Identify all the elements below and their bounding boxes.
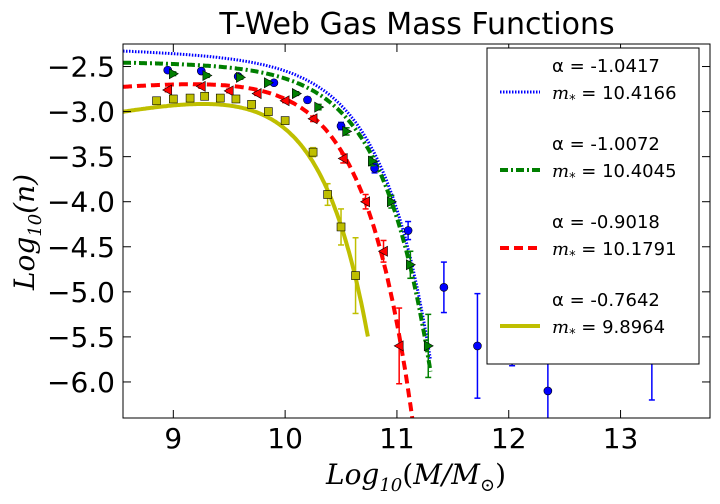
data-point (169, 94, 178, 104)
fit-curve-1 (123, 49, 432, 361)
data-point (152, 96, 161, 106)
data-point (185, 93, 195, 103)
x-tick-label: 11 (379, 422, 415, 455)
legend-mstar-4: m* = 9.8964 (552, 317, 665, 342)
data-point (202, 70, 213, 82)
y-tick-label: −3.5 (47, 141, 115, 174)
y-tick-label: −6.0 (47, 366, 115, 399)
fit-curve-2 (123, 60, 433, 372)
data-point (360, 196, 370, 208)
y-tick-label: −3.0 (47, 96, 115, 129)
data-point (406, 259, 416, 271)
x-tick-label: 12 (491, 422, 527, 455)
y-tick-label: −5.0 (47, 276, 115, 309)
data-point (351, 271, 360, 280)
fit-curve-3 (123, 82, 415, 418)
y-axis-label: Log10(n) (8, 174, 46, 291)
data-point (215, 93, 225, 103)
legend: α = -1.0417 m* = 10.4166 α = -1.0072 m* = 1… (486, 47, 700, 365)
data-point (236, 71, 247, 83)
data-point (195, 80, 206, 92)
y-tick-label: −5.5 (47, 321, 115, 354)
chart-title: T-Web Gas Mass Functions (218, 7, 614, 42)
x-tick-label: 9 (164, 422, 182, 455)
legend-alpha-4: α = -0.7642 (552, 290, 660, 311)
y-tick-label: −4.0 (47, 186, 115, 219)
data-point (387, 196, 397, 208)
tick-labels: 9 10 11 12 13 −2.5 −3.0 −3.5 −4.0 −4.5 −5.0 −5.5 −6.… (47, 51, 638, 455)
legend-mstar-2: m* = 10.4045 (552, 161, 677, 186)
legend-alpha-2: α = -1.0072 (552, 134, 660, 155)
data-point (292, 88, 302, 100)
data-point (223, 85, 234, 97)
data-point (303, 95, 312, 105)
x-axis-label: Log10(M/M⊙) (325, 458, 506, 496)
y-tick-label: −4.5 (47, 231, 115, 264)
legend-box (486, 47, 700, 365)
data-point (251, 88, 262, 100)
data-point (439, 283, 449, 292)
data-point (279, 95, 290, 107)
legend-mstar-1: m* = 10.4166 (552, 83, 677, 108)
data-point (336, 222, 346, 232)
data-point (231, 94, 241, 104)
legend-mstar-3: m* = 10.1791 (552, 239, 677, 264)
axis-ticks (123, 44, 710, 418)
data-point (473, 341, 482, 351)
data-point (314, 101, 325, 113)
data-point (307, 113, 318, 125)
data-point (368, 155, 378, 167)
x-tick-label: 13 (603, 422, 639, 455)
data-point (247, 100, 256, 109)
data-point (377, 245, 388, 257)
data-point (423, 340, 434, 352)
x-tick-label: 10 (267, 422, 303, 455)
data-point (308, 147, 318, 157)
data-point (342, 125, 353, 137)
data-point (323, 190, 332, 199)
data-point (543, 386, 553, 396)
legend-alpha-3: α = -0.9018 (552, 212, 660, 233)
data-point (264, 77, 274, 89)
data-point (403, 226, 413, 235)
data-point (200, 91, 209, 101)
data-point (162, 84, 173, 96)
data-point (393, 340, 404, 352)
data-point (337, 152, 348, 164)
data-point (169, 68, 179, 80)
data-point (280, 116, 290, 125)
legend-alpha-1: α = -1.0417 (552, 56, 660, 77)
plot-frame (122, 43, 711, 419)
data-point (264, 107, 273, 116)
y-tick-label: −2.5 (47, 51, 115, 84)
